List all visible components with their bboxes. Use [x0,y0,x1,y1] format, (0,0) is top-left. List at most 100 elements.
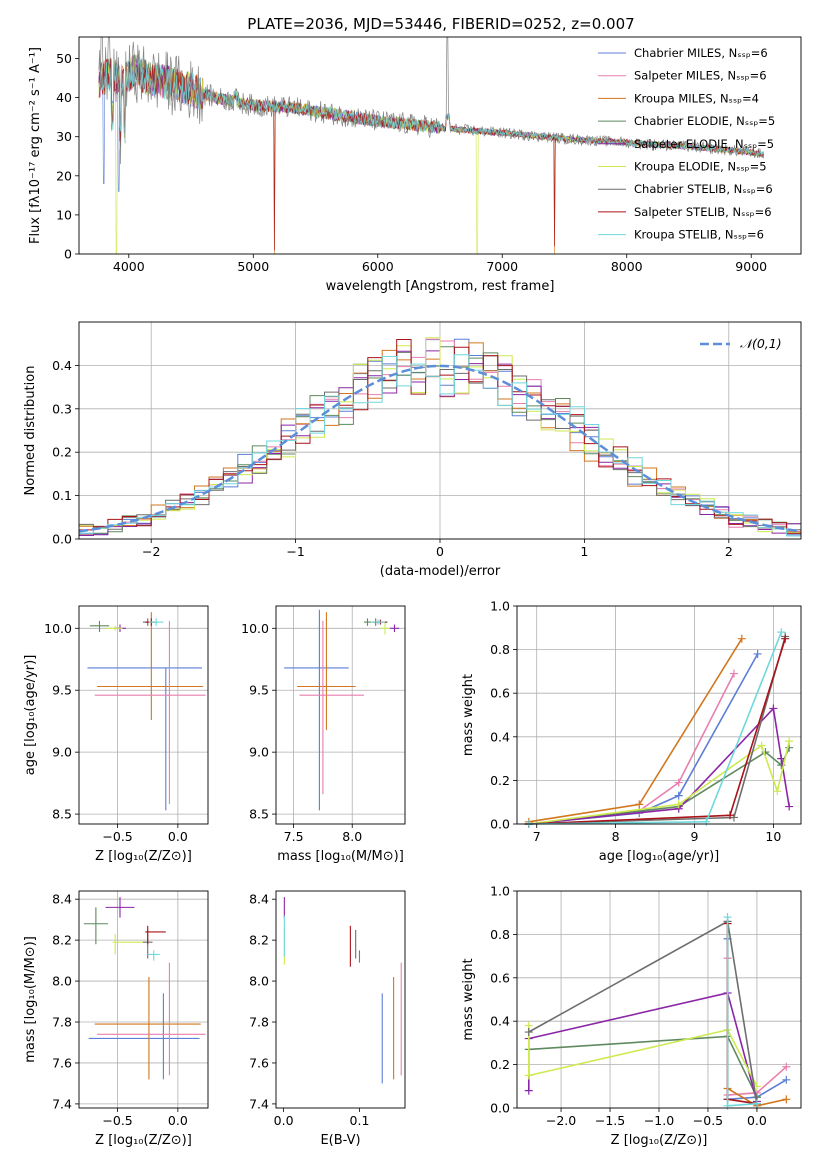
legend-entry: Salpeter ELODIE, Nₛₛₚ=5 [634,137,774,151]
mass-weight-marker [674,791,683,800]
mass-weight-line-3 [528,1035,758,1098]
x-tick-label: 9000 [735,259,767,274]
mass-weight-line-1 [528,673,735,825]
legend-entry: 𝒩(0,1) [740,336,782,351]
axes-frame [78,890,209,1109]
x-tick-label: −1 [286,544,304,559]
x-tick-label: −1.0 [644,1113,674,1128]
x-tick-label: 0 [436,544,444,559]
histogram-step-6 [79,351,801,531]
mass_vs_Z-errorbars [83,897,206,1080]
legend-entry: Salpeter MILES, Nₛₛₚ=6 [634,69,767,83]
y-tick-label: 0.0 [52,532,72,547]
age_vs_Z-errorbars [87,612,206,811]
spectrum-line-7 [98,58,764,251]
x-tick-label: 7 [533,829,541,844]
y-axis-label: mass weight [461,958,476,1040]
y-tick-label: 0.4 [52,358,72,373]
age_vs_Z-panel: −0.5 0.0 8.5 9.0 9.5 10.0 Z [log₁₀(Z/Z⊙)] age [… [23,605,209,864]
legend-entry: Chabrier STELIB, Nₛₛₚ=6 [634,182,773,196]
y-tick-label: 0.8 [490,642,510,657]
mass-weight-marker [773,787,782,796]
y-tick-label: 0.6 [490,970,510,985]
mass-weight-line-5 [528,741,790,825]
y-tick-label: 7.4 [52,1096,72,1111]
mass_vs_Z-panel: −0.5 0.0 7.4 7.6 7.8 8.0 8.2 8.4 Z [log₁₀(Z/Z⊙)]… [23,890,209,1148]
x-tick-label: 8 [612,829,620,844]
mass-weight-marker [782,1075,791,1084]
mass-weight-marker [785,802,794,811]
y-tick-label: 0.4 [490,729,510,744]
mass-weight-line-2 [528,638,743,823]
x-tick-label: −0.5 [102,829,132,844]
legend-entry: Kroupa STELIB, Nₛₛₚ=6 [634,228,764,242]
mass-weight-marker [702,817,711,826]
legend-entry: Salpeter STELIB, Nₛₛₚ=6 [634,205,772,219]
legend-entry: Chabrier MILES, Nₛₛₚ=6 [634,46,768,60]
y-tick-label: 40 [56,90,72,105]
mass-weight-marker [737,634,746,643]
histogram-step-8 [79,354,801,537]
x-tick-label: 7000 [486,259,518,274]
y-tick-label: 8.2 [249,933,269,948]
x-axis-label: age [log₁₀(age/yr)] [599,849,720,864]
x-tick-label: 0.0 [168,829,188,844]
mass-weight-line-8 [528,631,783,825]
y-tick-label: 8.2 [52,933,72,948]
y-tick-label: 30 [56,129,72,144]
mass-weight-marker [782,1062,791,1071]
y-axis-label: Flux [fλ10⁻¹⁷ erg cm⁻² s⁻¹ A⁻¹] [28,47,43,244]
y-tick-label: 0 [64,247,72,262]
y-tick-label: 0.1 [52,488,72,503]
axes-frame [78,36,802,255]
mass-weight-marker [723,1101,732,1110]
y-tick-label: 10.0 [44,621,72,636]
residuals-panel: −2 −1 0 1 2 0.0 0.1 0.2 0.3 0.4 (data-model)/error… [23,321,802,579]
y-tick-label: 8.4 [249,892,269,907]
legend-entry: Chabrier ELODIE, Nₛₛₚ=5 [634,114,775,128]
y-tick-label: 8.5 [52,807,72,822]
y-tick-label: 9.5 [52,683,72,698]
figure-title: PLATE=2036, MJD=53446, FIBERID=0252, z=0… [247,15,634,33]
massweight_vs_age-panel: 7 8 9 10 0.0 0.2 0.4 0.6 0.8 1.0 age [log₁₀(age/yr… [461,599,802,864]
axes-frame [78,605,209,825]
x-tick-label: −0.5 [693,1113,723,1128]
mass-weight-marker [674,800,683,809]
mass-weight-marker [781,634,790,643]
spectrum-panel: 4000 5000 6000 7000 8000 9000 0 10 20 30 40 50 wavel… [28,36,802,294]
x-tick-label: 8000 [611,259,643,274]
x-axis-label: Z [log₁₀(Z/Z⊙)] [611,1133,708,1148]
mass-weight-marker [729,813,738,822]
y-tick-label: 8.0 [52,974,72,989]
x-tick-label: 2 [725,544,733,559]
y-axis-label: Normed distribution [23,366,38,496]
x-axis-label: wavelength [Angstrom, rest frame] [326,279,555,294]
x-tick-label: −2 [142,544,160,559]
y-tick-label: 7.6 [52,1055,72,1070]
axes-frame [275,890,406,1109]
y-axis-label: mass [log₁₀(M/M⊙)] [23,936,38,1063]
x-tick-label: 1 [580,544,588,559]
y-tick-label: 0.8 [490,927,510,942]
y-tick-label: 1.0 [490,884,510,899]
y-tick-label: 0.4 [490,1014,510,1029]
y-tick-label: 0.3 [52,401,72,416]
residual-histograms [79,337,801,537]
mass-weight-line-6 [528,636,786,825]
spectrum-line-8 [98,57,765,157]
massweight_vs_Z-panel: −2.0 −1.5 −1.0 −0.5 0.0 0.0 0.2 0.4 0.6 0.8 1.0 Z [… [461,884,802,1148]
x-tick-label: 8.0 [342,829,362,844]
x-tick-label: −2.0 [546,1113,576,1128]
age_vs_mass-errorbars [284,609,400,811]
x-tick-label: 7.5 [284,829,304,844]
mass-weight-marker [726,811,734,820]
x-tick-label: −0.5 [102,1113,132,1128]
mass-weight-marker [635,800,644,809]
mass_vs_EBV-errorbars [283,897,402,1084]
mass-weight-marker [752,1099,761,1108]
x-tick-label: 5000 [237,259,269,274]
legend-entry: Kroupa MILES, Nₛₛₚ=4 [634,91,759,105]
x-axis-label: Z [log₁₀(Z/Z⊙)] [95,1133,192,1148]
mass-weight-line-5 [528,1025,758,1087]
